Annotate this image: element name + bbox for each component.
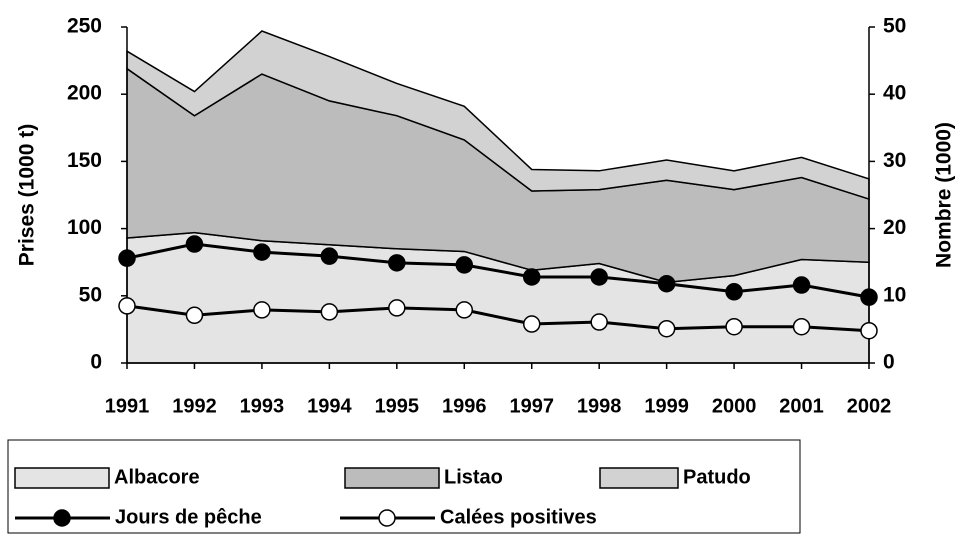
marker xyxy=(657,274,676,293)
x-tick-label: 1999 xyxy=(644,395,689,417)
x-tick-label: 2002 xyxy=(847,395,892,417)
y2-axis-title: Nombre (1000) xyxy=(933,122,956,268)
y2-tick-label: 30 xyxy=(883,149,906,172)
legend-marker xyxy=(378,509,396,527)
marker xyxy=(590,268,608,286)
marker xyxy=(657,319,676,338)
y2-tick-label: 20 xyxy=(883,216,906,239)
y-tick-label: 0 xyxy=(90,351,102,374)
marker xyxy=(455,256,474,274)
line xyxy=(126,242,870,299)
marker xyxy=(522,315,541,333)
marker xyxy=(118,249,136,267)
y-tick-label: 50 xyxy=(79,283,102,306)
x-tick-label: 1993 xyxy=(240,395,285,417)
marker xyxy=(792,317,811,336)
x-tick-label: 1991 xyxy=(105,395,150,417)
line xyxy=(126,304,870,333)
legend-swatch xyxy=(599,467,679,489)
legend-box xyxy=(7,439,801,534)
x-tick-label: 1996 xyxy=(442,395,487,417)
y-axis-title: Prises (1000 t) xyxy=(16,124,39,266)
marker xyxy=(253,243,271,261)
x-tick-label: 1994 xyxy=(307,395,352,417)
marker xyxy=(860,288,878,306)
y-tick-label: 150 xyxy=(67,149,102,172)
marker xyxy=(185,306,204,325)
y-tick-label: 100 xyxy=(67,216,102,239)
marker xyxy=(590,313,608,331)
marker xyxy=(320,247,339,265)
marker xyxy=(388,299,406,317)
legend-label: Listao xyxy=(444,466,503,488)
y2-tick-label: 40 xyxy=(883,82,906,105)
y-tick-label: 250 xyxy=(67,15,102,38)
y2-tick-label: 0 xyxy=(883,351,895,374)
marker xyxy=(320,303,339,321)
legend-label: Jours de pêche xyxy=(115,506,262,528)
marker xyxy=(725,317,743,336)
marker xyxy=(725,283,743,301)
marker xyxy=(253,301,271,319)
legend-label: Patudo xyxy=(683,466,751,488)
x-tick-label: 2001 xyxy=(779,395,824,417)
x-tick-label: 1998 xyxy=(577,395,622,417)
marker xyxy=(185,235,204,253)
marker xyxy=(118,297,136,315)
legend-label: Calées positives xyxy=(440,506,597,528)
marker xyxy=(792,276,811,294)
x-tick-label: 2000 xyxy=(712,395,757,417)
x-tick-label: 1995 xyxy=(375,395,420,417)
marker xyxy=(455,301,474,319)
marker xyxy=(522,268,541,286)
marker xyxy=(388,254,406,272)
y2-tick-label: 50 xyxy=(883,15,906,38)
marker xyxy=(860,321,878,340)
x-tick-label: 1992 xyxy=(172,395,217,417)
y-tick-label: 200 xyxy=(67,82,102,105)
legend-swatch xyxy=(14,467,110,489)
legend-marker xyxy=(53,509,71,527)
legend-label: Albacore xyxy=(114,466,200,488)
x-tick-label: 1997 xyxy=(509,395,554,417)
legend-swatch xyxy=(344,467,440,489)
y2-tick-label: 10 xyxy=(883,283,906,306)
